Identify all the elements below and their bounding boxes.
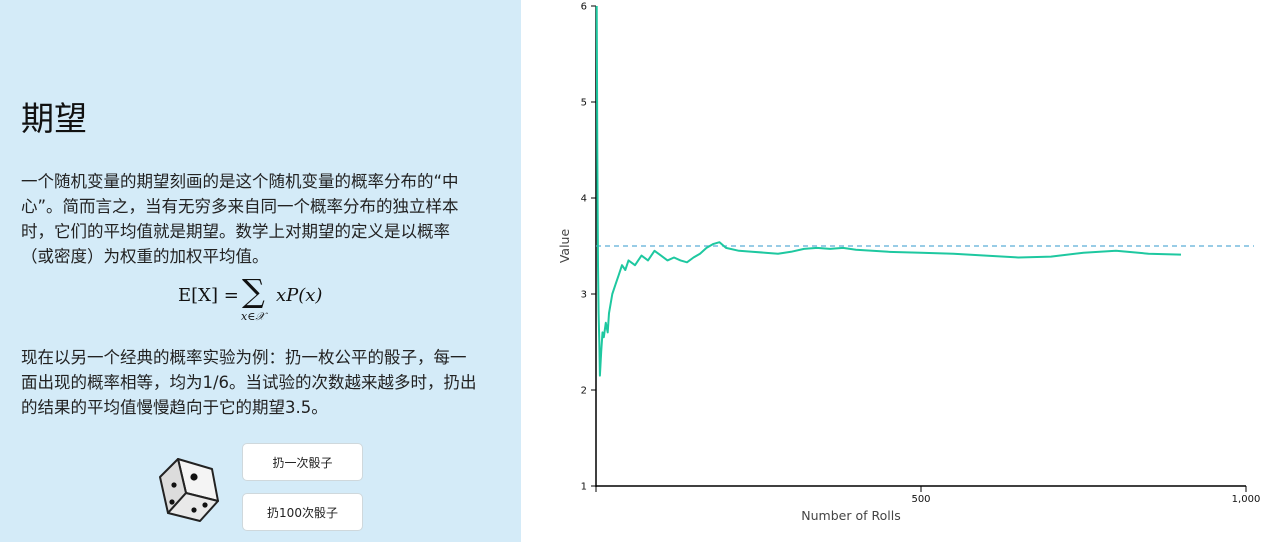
page-title: 期望 — [21, 99, 87, 138]
running-average-line — [595, 5, 1182, 377]
roll-once-button[interactable]: 扔一次骰子 — [242, 443, 363, 481]
dice-icon[interactable] — [156, 455, 222, 525]
formula-rhs: xP(x) — [276, 285, 323, 306]
explanation-panel: 期望 一个随机变量的期望刻画的是这个随机变量的概率分布的“中心”。简而言之，当有… — [0, 0, 521, 542]
y-axis-title: Value — [557, 229, 572, 264]
formula-lhs: E[X] = — [178, 285, 239, 306]
y-tick-label: 1 — [581, 482, 587, 493]
y-tick-label: 4 — [581, 194, 587, 205]
x-tick-label: 1,000 — [1232, 494, 1261, 505]
y-tick-label: 6 — [581, 2, 587, 13]
formula-subscript: x∈𝒳 — [241, 310, 265, 323]
roll-100-button[interactable]: 扔100次骰子 — [242, 493, 363, 531]
x-axis-title: Number of Rolls — [801, 508, 900, 523]
y-tick-label: 3 — [581, 290, 587, 301]
running-average-chart: 1 2 3 4 5 6 500 1,000 Number of Rolls Value — [557, 2, 1261, 524]
y-tick-label: 5 — [581, 98, 587, 109]
formula-sum-symbol: ∑ — [242, 272, 265, 310]
definition-paragraph: 一个随机变量的期望刻画的是这个随机变量的概率分布的“中心”。简而言之，当有无穷多… — [21, 172, 459, 266]
x-tick-label: 500 — [911, 494, 930, 505]
y-tick-label: 2 — [581, 386, 587, 397]
dice-example-paragraph: 现在以另一个经典的概率实验为例：扔一枚公平的骰子，每一面出现的概率相等，均为1/… — [21, 348, 477, 417]
